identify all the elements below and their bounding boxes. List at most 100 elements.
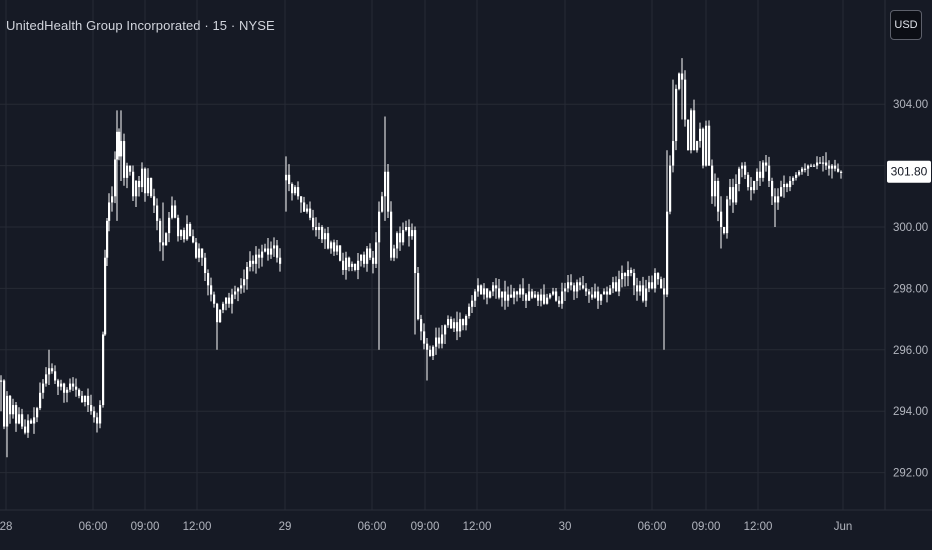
candle-body [594, 291, 597, 298]
candle-body [582, 285, 585, 289]
candle-body [642, 285, 645, 301]
candle-body [297, 187, 300, 197]
candle-body [318, 227, 321, 231]
candle-body [279, 257, 282, 264]
x-tick-label: 12:00 [463, 521, 492, 533]
y-tick-label: 296.00 [893, 345, 928, 357]
candle-body [591, 294, 594, 298]
candle-body [432, 346, 435, 356]
candle-body [132, 171, 135, 197]
y-tick-label: 304.00 [893, 99, 928, 111]
candle-body [72, 383, 75, 387]
candle-body [828, 165, 831, 169]
candle-body [234, 291, 237, 295]
candle-body [99, 405, 102, 424]
x-tick-label: 30 [559, 521, 572, 533]
candle-body [516, 291, 519, 295]
candle-body [702, 128, 705, 166]
candle-body [531, 291, 534, 298]
candle-body [528, 291, 531, 301]
candle-body [573, 285, 576, 292]
candle-body [660, 279, 663, 289]
candle-body [210, 285, 213, 295]
candle-body [618, 279, 621, 292]
candle-body [831, 165, 834, 169]
candle-body [18, 414, 21, 424]
candle-body [315, 227, 318, 231]
candle-body [348, 257, 351, 267]
candle-body [141, 168, 144, 188]
candle-body [243, 279, 246, 286]
candle-body [129, 165, 132, 172]
candle-body [321, 227, 324, 240]
candle-body [726, 199, 729, 234]
candle-body [168, 217, 171, 234]
x-tick-label: 09:00 [131, 521, 160, 533]
candle-body [801, 168, 804, 172]
candle-body [612, 282, 615, 289]
candle-body [159, 220, 162, 243]
candle-body [405, 227, 408, 231]
candle-body [207, 273, 210, 286]
candle-body [741, 165, 744, 169]
candle-body [780, 187, 783, 197]
candle-body [276, 245, 279, 258]
currency-button[interactable]: USD [890, 10, 922, 40]
candle-body [438, 337, 441, 344]
candle-body [678, 73, 681, 89]
candle-body [57, 380, 60, 387]
candle-body [195, 242, 198, 258]
candle-body [498, 288, 501, 298]
candle-body [84, 395, 87, 402]
candle-body [354, 263, 357, 270]
candle-body [204, 257, 207, 274]
candle-body [579, 282, 582, 286]
candle-body [795, 174, 798, 178]
candle-body [738, 168, 741, 185]
candle-body [228, 297, 231, 304]
candle-body [684, 79, 687, 120]
candle-body [636, 285, 639, 292]
candle-body [246, 266, 249, 280]
candle-body [486, 288, 489, 298]
candle-body [114, 159, 117, 197]
candle-body [108, 202, 111, 221]
candle-body [66, 389, 69, 393]
candle-body [714, 180, 717, 197]
candle-body [429, 349, 432, 356]
candle-body [303, 202, 306, 212]
candle-body [106, 220, 109, 258]
candle-body [87, 395, 90, 406]
candle-body [339, 245, 342, 261]
candle-body [495, 285, 498, 289]
x-tick-label: 29 [279, 521, 292, 533]
candle-body [648, 282, 651, 289]
x-tick-label: 06:00 [638, 521, 667, 533]
candle-body [675, 88, 678, 142]
candle-body [651, 282, 654, 289]
candle-body [288, 174, 291, 185]
candle-body [104, 257, 107, 335]
candle-body [270, 248, 273, 255]
candle-body [489, 291, 492, 298]
candle-body [447, 319, 450, 326]
candle-body [69, 383, 72, 390]
candle-body [786, 184, 789, 188]
candle-body [453, 322, 456, 329]
candle-body [360, 254, 363, 261]
candle-body [483, 288, 486, 295]
candle-body [225, 297, 228, 304]
x-tick-label: 28 [0, 521, 12, 533]
candle-body [42, 383, 45, 393]
candle-body [645, 288, 648, 301]
candle-body [312, 217, 315, 227]
candle-body [126, 165, 129, 178]
candle-body [261, 251, 264, 258]
candle-body [708, 125, 711, 166]
candle-body [744, 165, 747, 175]
candle-body [60, 383, 63, 387]
candle-body [81, 395, 84, 402]
candle-body [456, 322, 459, 332]
candle-body [624, 273, 627, 277]
